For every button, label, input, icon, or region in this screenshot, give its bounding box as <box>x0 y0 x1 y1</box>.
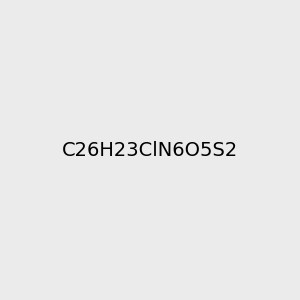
Text: C26H23ClN6O5S2: C26H23ClN6O5S2 <box>62 140 238 160</box>
